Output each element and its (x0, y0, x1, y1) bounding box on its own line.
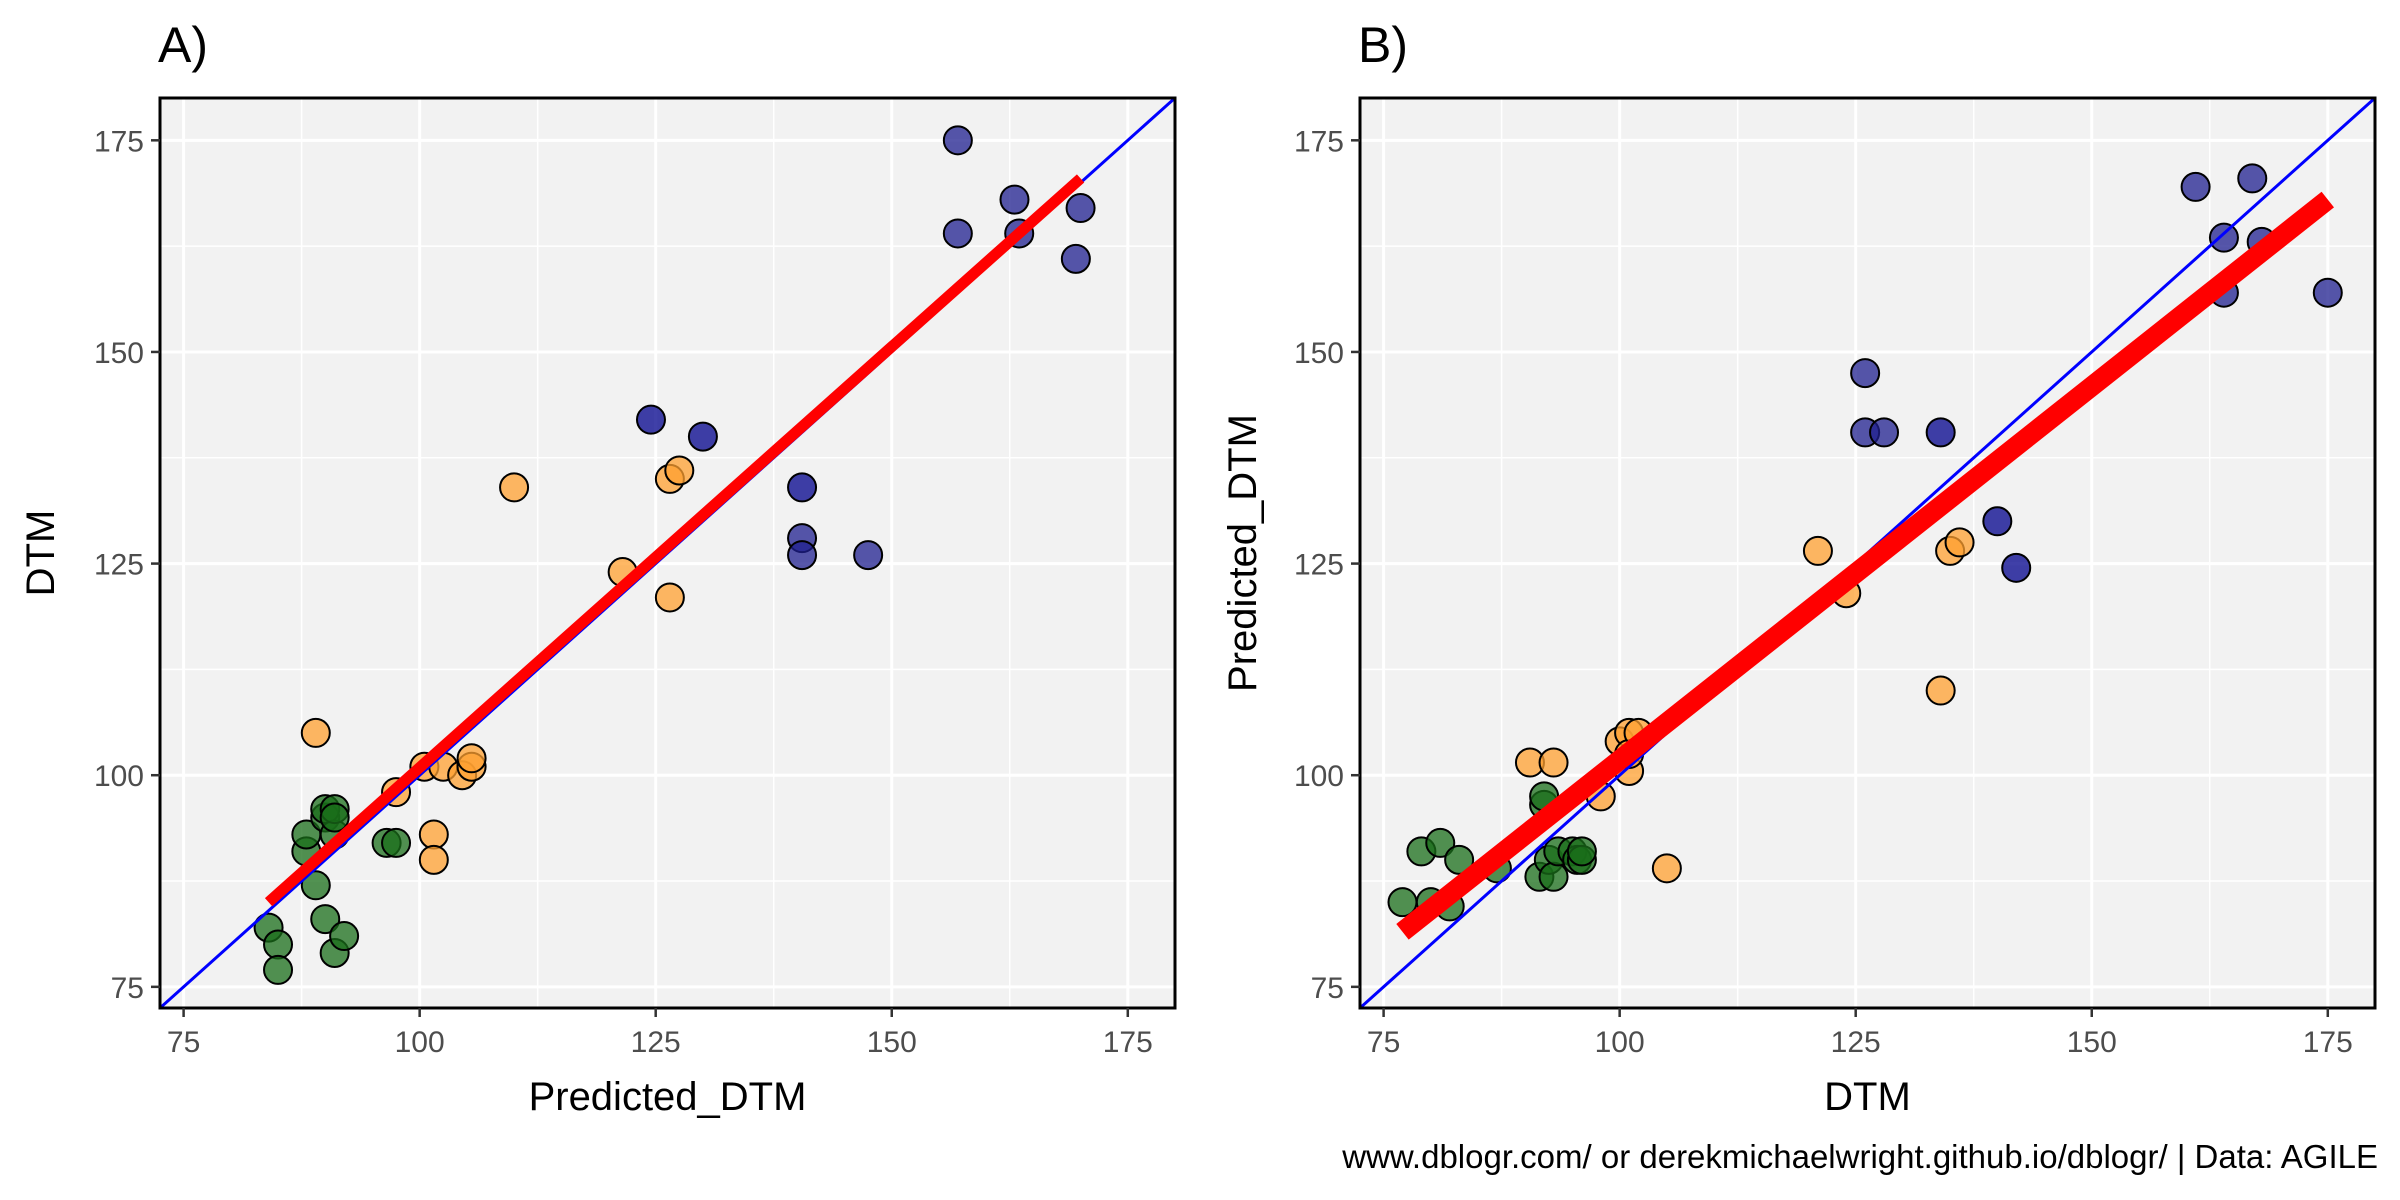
y-tick-label: 150 (94, 337, 144, 370)
data-point (381, 827, 412, 858)
data-point (1850, 358, 1881, 389)
data-point (1944, 527, 1975, 558)
regression-line (1396, 191, 2334, 940)
data-point (787, 540, 818, 571)
data-point (2237, 163, 2268, 194)
data-point (310, 904, 341, 935)
data-point (1925, 675, 1956, 706)
data-point (654, 582, 685, 613)
data-point (263, 929, 294, 960)
data-point (319, 802, 350, 833)
x-axis-title: DTM (1824, 1075, 1911, 1119)
y-tick-label: 75 (111, 972, 144, 1005)
y-axis-title: DTM (19, 510, 63, 597)
data-point (1060, 243, 1091, 274)
caption: www.dblogr.com/ or derekmichaelwright.gi… (1341, 1138, 2378, 1175)
x-tick-label: 125 (1831, 1026, 1881, 1059)
x-tick-label: 100 (1595, 1026, 1645, 1059)
data-point (942, 125, 973, 156)
panel-border (1358, 96, 2377, 1010)
y-tick-label: 100 (94, 760, 144, 793)
data-point (999, 184, 1030, 215)
data-point (2208, 222, 2239, 253)
data-point (1566, 836, 1597, 867)
data-point (418, 819, 449, 850)
data-point (1425, 827, 1456, 858)
y-tick-label: 175 (94, 125, 144, 158)
panel-label: A) (158, 17, 208, 73)
data-point (2180, 171, 2211, 202)
data-point (1869, 417, 1900, 448)
data-point (329, 921, 360, 952)
y-tick-label: 125 (94, 549, 144, 582)
data-point (2001, 552, 2032, 583)
y-axis-title: Predicted_DTM (1221, 414, 1265, 692)
x-tick-label: 150 (2067, 1026, 2117, 1059)
data-point (1538, 861, 1569, 892)
data-point (942, 218, 973, 249)
data-point (787, 472, 818, 503)
data-point (418, 844, 449, 875)
x-tick-label: 125 (631, 1026, 681, 1059)
x-tick-label: 75 (167, 1026, 200, 1059)
panel-a: 75 100 125 150 175 75 100 125 150 175 A) Predicted_… (19, 17, 1177, 1119)
panel-label: B) (1358, 17, 1408, 73)
data-point (300, 717, 331, 748)
y-tick-label: 100 (1294, 760, 1344, 793)
data-point (263, 954, 294, 985)
data-point (664, 455, 695, 486)
data-point (1065, 193, 1096, 224)
x-tick-label: 175 (1103, 1026, 1153, 1059)
panel-border (158, 96, 1177, 1010)
data-point (1982, 506, 2013, 537)
data-points (253, 125, 1096, 985)
x-tick-label: 100 (395, 1026, 445, 1059)
data-point (1444, 844, 1475, 875)
y-tick-label: 125 (1294, 549, 1344, 582)
data-point (687, 421, 718, 452)
x-tick-label: 175 (2303, 1026, 2353, 1059)
y-tick-label: 175 (1294, 125, 1344, 158)
data-point (635, 404, 666, 435)
x-tick-label: 150 (867, 1026, 917, 1059)
y-tick-label: 75 (1311, 972, 1344, 1005)
x-tick-label: 75 (1367, 1026, 1400, 1059)
x-axis-title: Predicted_DTM (529, 1075, 807, 1119)
y-tick-label: 150 (1294, 337, 1344, 370)
data-point (1802, 535, 1833, 566)
regression-line (264, 174, 1085, 907)
data-point (1538, 747, 1569, 778)
plot-content (160, 98, 1175, 1008)
data-point (300, 870, 331, 901)
data-point (2312, 277, 2343, 308)
data-point (853, 540, 884, 571)
panel-b: 75 100 125 150 175 75 100 125 150 175 B) DTM Predict… (1221, 17, 2377, 1119)
data-point (1925, 417, 1956, 448)
data-point (1651, 853, 1682, 884)
data-point (456, 743, 487, 774)
plot-content (1360, 98, 2375, 1008)
data-point (499, 472, 530, 503)
